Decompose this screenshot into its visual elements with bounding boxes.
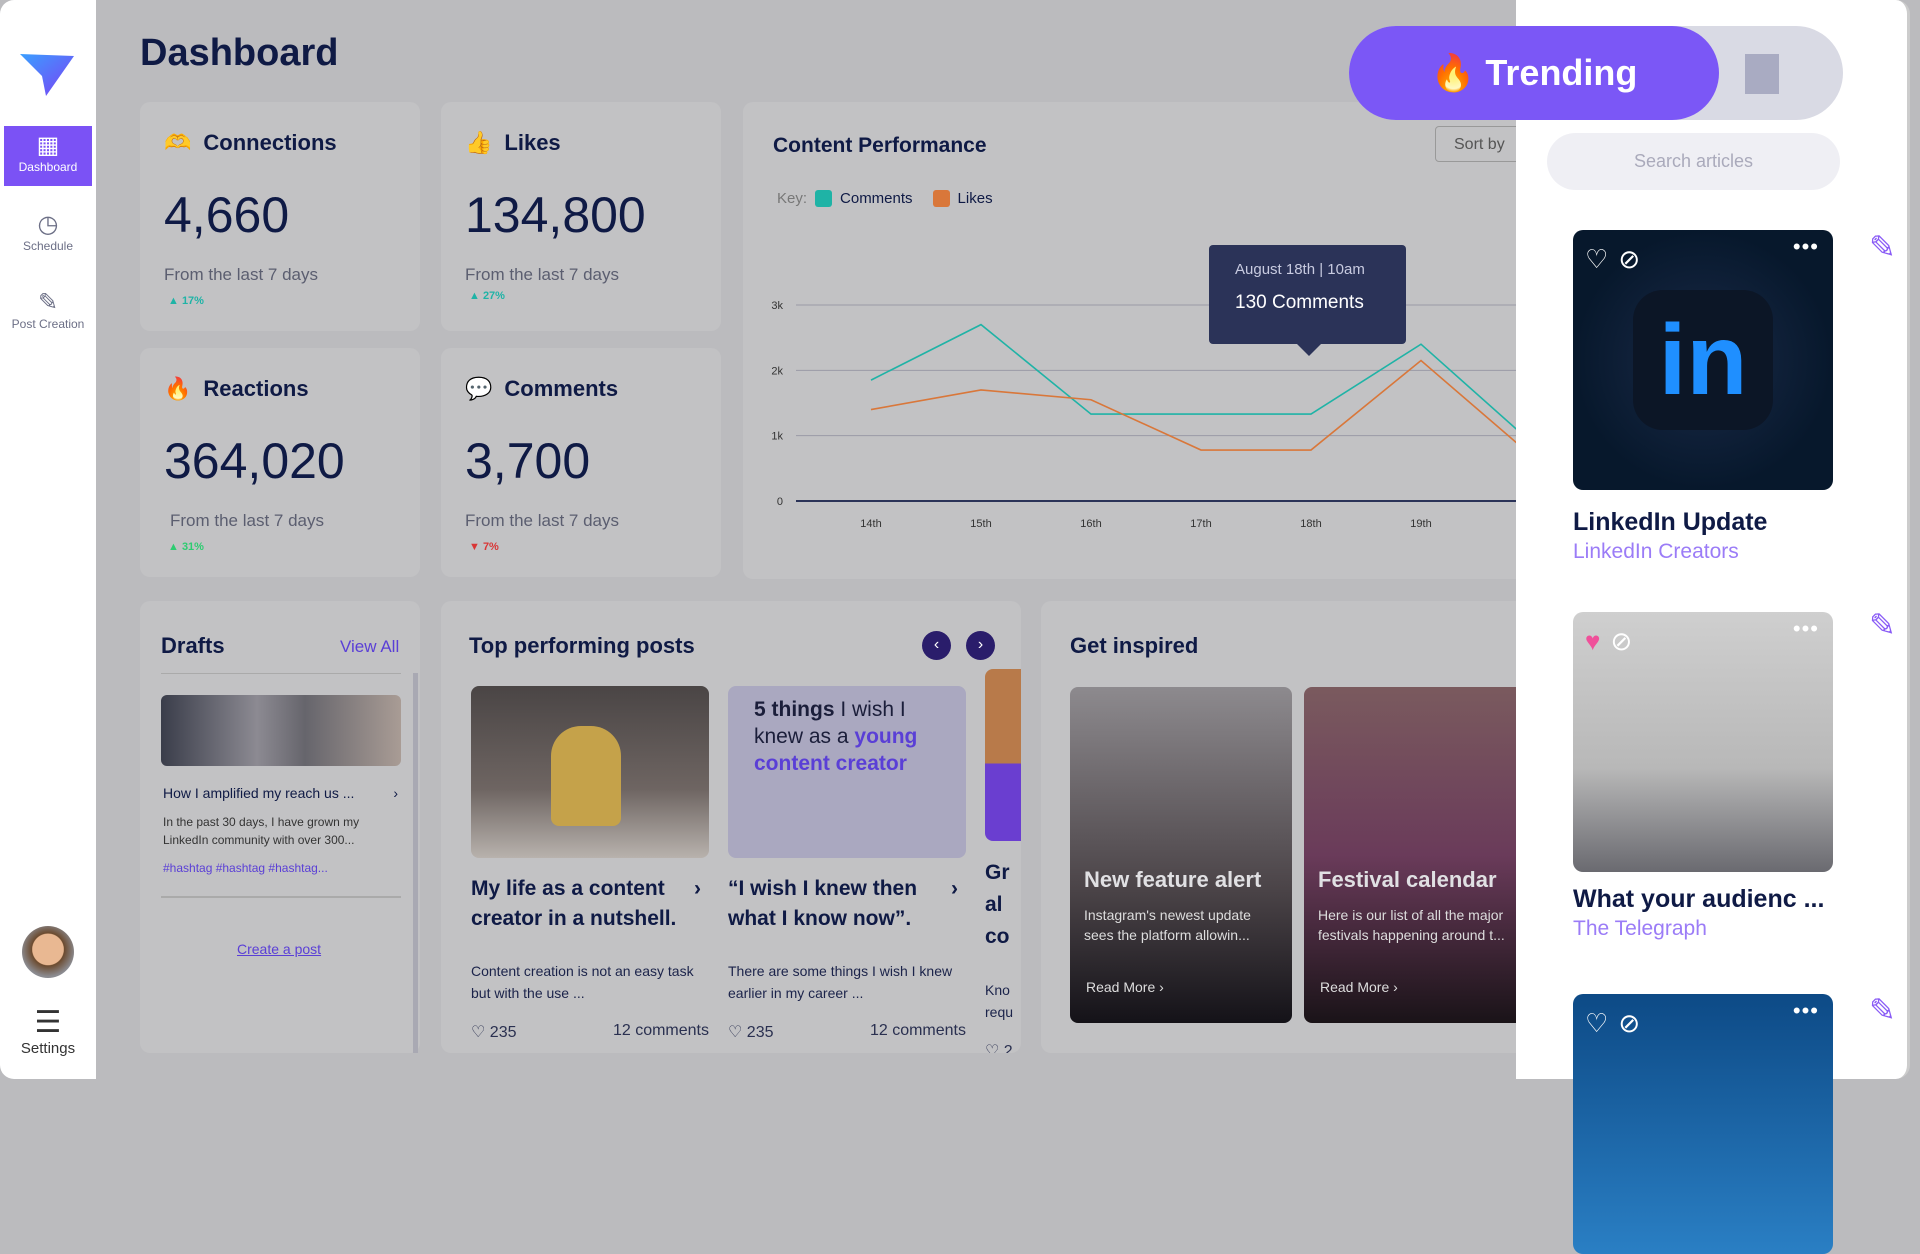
more-icon[interactable]: •••	[1793, 616, 1819, 642]
x-tick-label: 19th	[1410, 518, 1431, 530]
page-title: Dashboard	[140, 32, 338, 75]
sliders-icon: ☰	[4, 1005, 92, 1040]
heart-icon[interactable]: ♡	[1585, 1008, 1608, 1039]
y-tick-label: 0	[777, 496, 783, 508]
post-card[interactable]: Gr al co Kno requ ♡ 2	[985, 669, 1021, 1053]
y-tick-label: 1k	[771, 431, 783, 443]
article-image[interactable]: ♥ ⊘ •••	[1573, 612, 1833, 872]
series-line-likes	[871, 361, 1531, 456]
x-tick-label: 17th	[1190, 518, 1211, 530]
stat-card-reactions: 🔥Reactions 364,020 From the last 7 days …	[140, 348, 420, 577]
clock-icon: ◷	[4, 210, 92, 239]
drafts-card: Drafts View All How I amplified my reach…	[140, 601, 420, 1053]
grid-icon: ▦	[4, 132, 92, 160]
edit-icon[interactable]: ✎	[1869, 228, 1896, 266]
read-more-link: Read More ›	[1320, 979, 1398, 995]
stat-card-connections: 🫶Connections 4,660 From the last 7 days …	[140, 102, 420, 331]
stat-card-comments: 💬Comments 3,700 From the last 7 days ▼ 7…	[441, 348, 721, 577]
stat-card-likes: 👍Likes 134,800 From the last 7 days ▲ 27…	[441, 102, 721, 331]
sidebar: ▦ Dashboard ◷ Schedule ✎ Post Creation ☰…	[0, 0, 96, 1079]
heart-icon[interactable]: ♡	[1585, 244, 1608, 275]
chevron-right-icon: ›	[951, 874, 958, 904]
series-line-comments	[871, 325, 1531, 443]
next-button[interactable]: ›	[966, 631, 995, 660]
sidebar-item-schedule[interactable]: ◷ Schedule	[4, 210, 92, 253]
building-icon[interactable]	[1745, 54, 1779, 94]
edit-icon[interactable]: ✎	[1869, 606, 1896, 644]
read-more-link: Read More ›	[1086, 979, 1164, 995]
pencil-icon: ✎	[4, 288, 92, 317]
trending-panel: 🔥Trending Search articles in ♡⊘ ••• ✎ Li…	[1516, 0, 1910, 1079]
block-icon[interactable]: ⊘	[1618, 1008, 1640, 1039]
article-image[interactable]: ♡ ⊘ •••	[1573, 994, 1833, 1254]
content-performance-card: Content Performance Sort by Key: Comment…	[743, 102, 1643, 579]
chart-tooltip: August 18th | 10am 130 Comments	[1209, 245, 1406, 344]
x-tick-label: 16th	[1080, 518, 1101, 530]
chevron-right-icon: ›	[393, 785, 398, 801]
sidebar-item-post-creation[interactable]: ✎ Post Creation	[4, 288, 92, 331]
block-icon[interactable]: ⊘	[1618, 244, 1640, 275]
line-chart: 01k2k3k14th15th16th17th18th19th20th	[743, 102, 1643, 579]
create-post-link[interactable]: Create a post	[237, 941, 321, 957]
x-tick-label: 14th	[860, 518, 881, 530]
draft-item[interactable]: How I amplified my reach us ...›	[163, 785, 398, 801]
prev-button[interactable]: ‹	[922, 631, 951, 660]
sidebar-item-dashboard[interactable]: ▦ Dashboard	[4, 126, 92, 186]
more-icon[interactable]: •••	[1793, 998, 1819, 1024]
avatar[interactable]	[22, 926, 74, 978]
speech-bubble-icon: 💬	[465, 376, 492, 402]
thumbs-up-icon: 👍	[465, 130, 492, 156]
post-card[interactable]: 5 things I wish I knew as a young conten…	[728, 686, 966, 1042]
block-icon[interactable]: ⊘	[1610, 626, 1632, 657]
heart-filled-icon[interactable]: ♥	[1585, 626, 1600, 657]
fire-icon: 🔥	[1431, 52, 1476, 94]
heart-hands-icon: 🫶	[164, 130, 191, 156]
y-tick-label: 2k	[771, 365, 783, 377]
top-posts-card: Top performing posts ‹ › My life as a co…	[441, 601, 1021, 1053]
settings-button[interactable]: ☰ Settings	[4, 1005, 92, 1057]
draft-image	[161, 695, 401, 766]
article-image[interactable]: in ♡⊘ •••	[1573, 230, 1833, 490]
fire-icon: 🔥	[164, 376, 191, 402]
post-card[interactable]: My life as a content creator in a nutshe…	[471, 686, 709, 1042]
panel-toggle: 🔥Trending	[1349, 26, 1843, 120]
edit-icon[interactable]: ✎	[1869, 991, 1896, 1029]
trending-tab[interactable]: 🔥Trending	[1349, 26, 1719, 120]
more-icon[interactable]: •••	[1793, 234, 1819, 260]
x-tick-label: 18th	[1300, 518, 1321, 530]
view-all-link[interactable]: View All	[340, 637, 399, 657]
y-tick-label: 3k	[771, 300, 783, 312]
x-tick-label: 15th	[970, 518, 991, 530]
chevron-right-icon: ›	[694, 874, 701, 904]
logo-icon	[18, 52, 78, 98]
search-input[interactable]: Search articles	[1547, 133, 1840, 190]
